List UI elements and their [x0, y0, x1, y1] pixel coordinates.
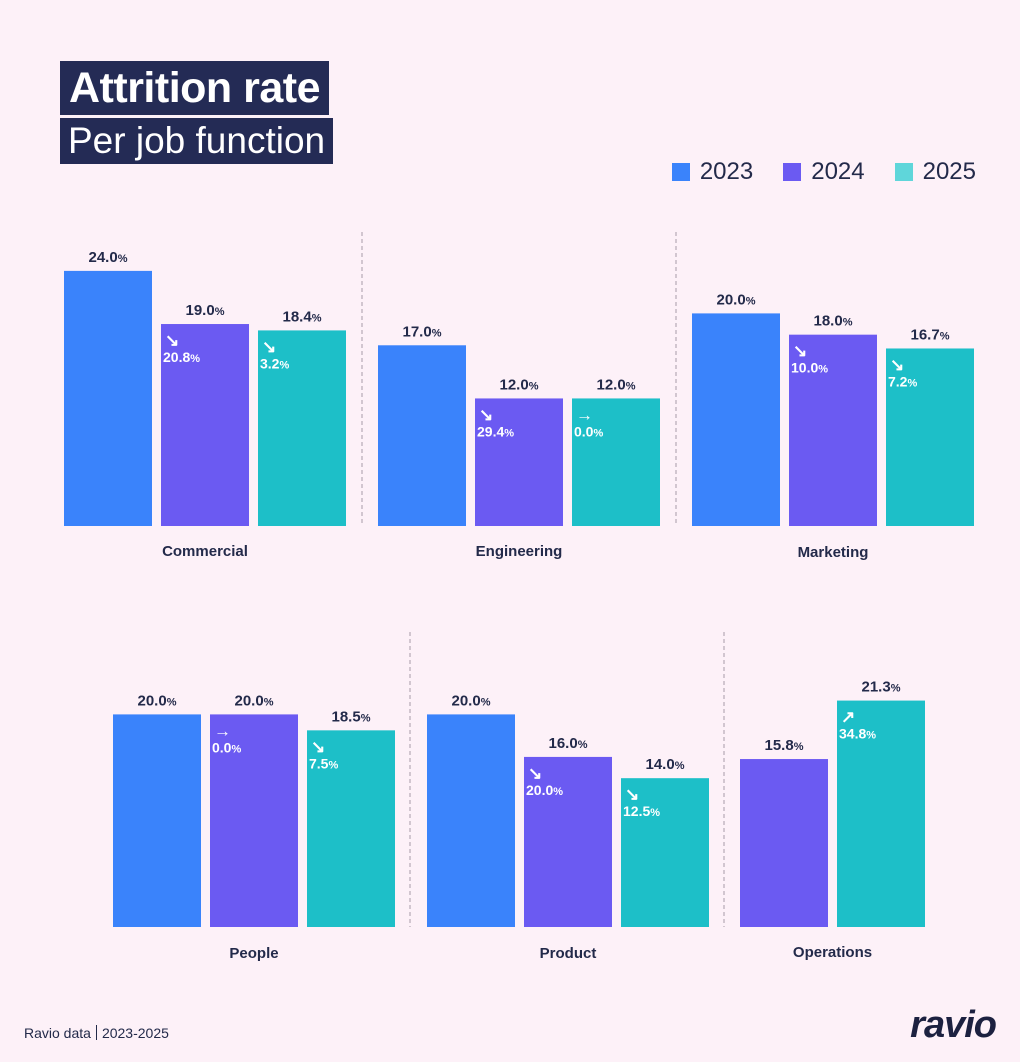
legend-swatch [894, 163, 913, 181]
chart-subtitle: Per job function [60, 118, 334, 164]
group-product: 20.0%16.0%↘20.0%14.0%↘12.5%Product [427, 692, 709, 962]
change-label: 12.5% [623, 803, 660, 819]
source-years: 2023-2025 [101, 1025, 169, 1041]
category-label: Product [540, 945, 597, 962]
change-label: 7.2% [888, 373, 917, 389]
chart-title: Attrition rate [60, 61, 329, 115]
legend: 2023 2024 2025 [671, 158, 976, 186]
bar-engineering-2023 [378, 345, 466, 526]
group-operations: 15.8% 21.3% ↗34.8% Operations [740, 679, 925, 961]
value-label: 12.0% [597, 376, 636, 393]
legend-item-2023: 2023 [671, 158, 754, 186]
value-label: 18.5% [332, 708, 371, 725]
value-label: 20.0% [138, 692, 177, 709]
trend-flat-icon: → [214, 721, 231, 740]
change-label: 7.5% [309, 755, 338, 771]
value-label: 18.4% [283, 308, 322, 325]
bar-commercial-2024 [161, 324, 249, 526]
trend-down-icon: ↘ [528, 764, 542, 783]
value-label: 18.0% [814, 313, 853, 330]
legend-label: 2023 [699, 158, 754, 185]
group-marketing: 20.0%18.0%↘10.0%16.7%↘7.2%Marketing [692, 291, 974, 561]
value-label: 24.0% [89, 249, 128, 266]
value-label: 17.0% [403, 323, 442, 340]
bar-people-2023 [113, 714, 201, 927]
value-label: 20.0% [452, 692, 491, 709]
value-label: 14.0% [646, 756, 685, 773]
change-label: 0.0% [212, 739, 241, 755]
bar-commercial-2023 [64, 270, 152, 526]
legend-label: 2024 [811, 158, 865, 185]
trend-flat-icon: → [576, 405, 593, 424]
change-label: 10.0% [791, 360, 828, 376]
bar-product-2024 [524, 756, 612, 927]
change-label: 29.4% [477, 423, 514, 439]
group-engineering: 17.0%12.0%↘29.4%12.0%→0.0%Engineering [378, 323, 660, 560]
bar-engineering-2025 [572, 398, 660, 526]
footer-source: Ravio data 2023-2025 [24, 1025, 169, 1041]
legend-label: 2025 [922, 158, 976, 185]
bar-engineering-2024 [475, 398, 563, 526]
change-label: 20.8% [163, 349, 200, 365]
trend-down-icon: ↘ [165, 331, 179, 350]
category-label: Marketing [798, 544, 869, 561]
bar-commercial-2025 [258, 330, 346, 526]
bar-marketing-2025 [886, 348, 974, 526]
bar-operations-2024 [740, 759, 828, 927]
legend-swatch [783, 163, 802, 181]
trend-down-icon: ↘ [311, 737, 325, 756]
ravio-logo: ravio [910, 1004, 997, 1046]
category-label: Engineering [476, 543, 563, 560]
category-label: Commercial [162, 543, 248, 560]
group-commercial: 24.0%19.0%↘20.8%18.4%↘3.2%Commercial [64, 249, 346, 560]
bar-marketing-2023 [692, 313, 780, 526]
category-label: Operations [793, 944, 872, 961]
bar-product-2023 [427, 714, 515, 927]
group-people: 20.0% 20.0%→0.0%18.5%↘7.5%People [113, 692, 395, 962]
trend-down-icon: ↘ [479, 405, 493, 424]
category-label: People [229, 945, 278, 962]
trend-down-icon: ↘ [262, 337, 276, 356]
change-label: 34.8% [839, 726, 876, 742]
change-label: 0.0% [574, 423, 603, 439]
value-label: 12.0% [500, 376, 539, 393]
bar-people-2025 [307, 730, 395, 927]
value-label: 16.0% [549, 735, 588, 752]
value-label: 20.0% [717, 291, 756, 308]
trend-down-icon: ↘ [625, 785, 639, 804]
change-label: 20.0% [526, 782, 563, 798]
trend-down-icon: ↘ [793, 342, 807, 361]
value-label: 15.8% [765, 737, 804, 754]
legend-swatch [671, 163, 690, 181]
bar-marketing-2024 [789, 334, 877, 526]
source-label: Ravio data [24, 1025, 91, 1041]
bar-operations-2025 [837, 700, 925, 927]
value-label: 20.0% [235, 692, 274, 709]
legend-item-2024: 2024 [783, 158, 865, 186]
value-label: 21.3% [862, 679, 901, 696]
bar-product-2025 [621, 778, 709, 927]
value-label: 19.0% [186, 302, 225, 319]
change-label: 3.2% [260, 355, 289, 371]
trend-up-icon: ↗ [841, 708, 855, 727]
trend-down-icon: ↘ [890, 355, 904, 374]
divider [95, 1025, 97, 1040]
legend-item-2025: 2025 [894, 158, 976, 186]
bar-people-2024 [210, 714, 298, 927]
value-label: 16.7% [911, 326, 950, 343]
